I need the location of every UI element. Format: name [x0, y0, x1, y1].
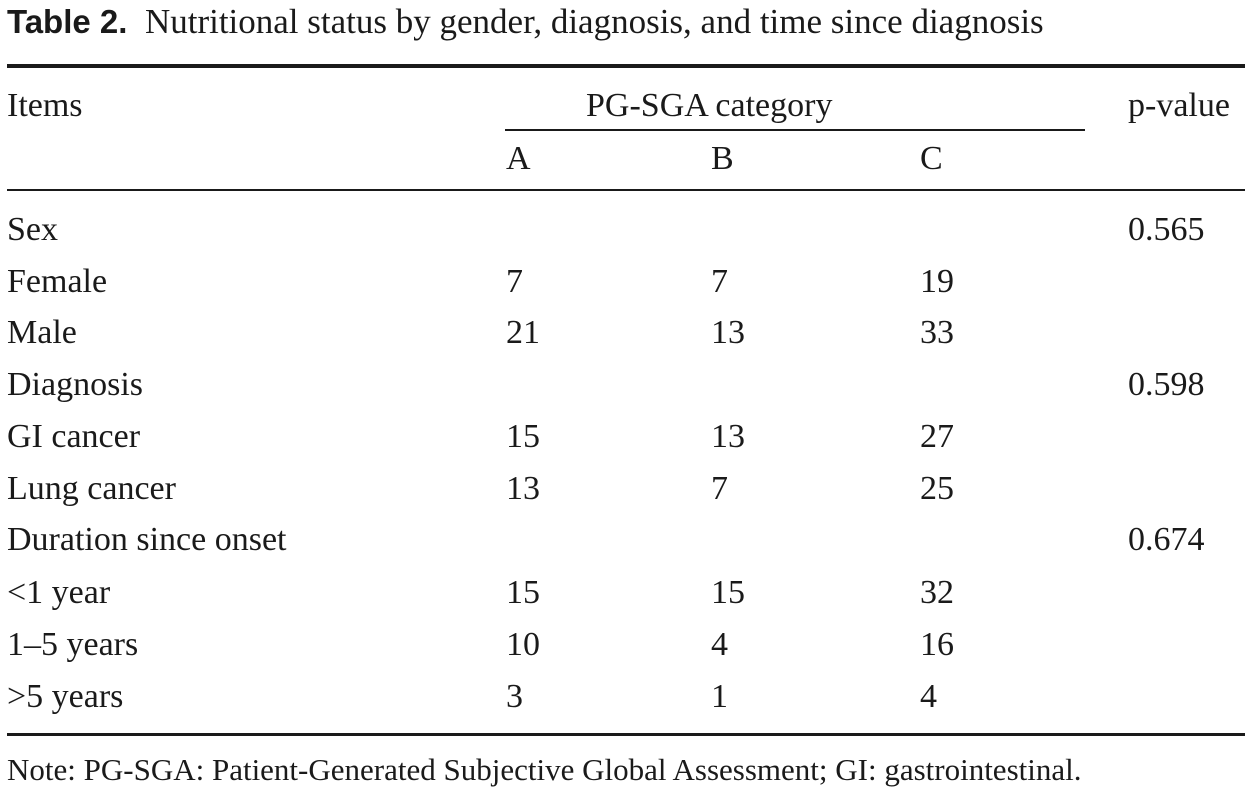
cell-b: 13: [711, 418, 745, 455]
cell-a: 10: [506, 626, 540, 663]
row-item: Sex: [7, 211, 58, 248]
header-category-b: B: [711, 140, 734, 177]
header-rule: [7, 189, 1245, 191]
header-p-value: p-value: [1128, 87, 1230, 124]
row-item: >5 years: [7, 678, 124, 715]
bottom-rule: [7, 733, 1245, 736]
cell-a: 15: [506, 418, 540, 455]
cell-b: 1: [711, 678, 728, 715]
cell-a: 21: [506, 314, 540, 351]
spanner-rule: [505, 129, 1085, 131]
cell-a: 7: [506, 263, 523, 300]
table-label: Table 2.: [7, 3, 128, 40]
cell-b: 7: [711, 470, 728, 507]
cell-b: 13: [711, 314, 745, 351]
table-note: Note: PG-SGA: Patient-Generated Subjecti…: [7, 752, 1082, 787]
cell-b: 15: [711, 574, 745, 611]
table-title: Nutritional status by gender, diagnosis,…: [144, 2, 1044, 41]
top-rule: [7, 64, 1245, 68]
row-item: Duration since onset: [7, 521, 287, 558]
cell-c: 4: [920, 678, 937, 715]
header-pgsga-category: PG-SGA category: [586, 87, 833, 124]
header-items: Items: [7, 87, 83, 124]
cell-c: 16: [920, 626, 954, 663]
cell-c: 19: [920, 263, 954, 300]
cell-a: 15: [506, 574, 540, 611]
row-item: Diagnosis: [7, 366, 143, 403]
cell-b: 7: [711, 263, 728, 300]
row-item: Lung cancer: [7, 470, 176, 507]
cell-c: 33: [920, 314, 954, 351]
cell-a: 13: [506, 470, 540, 507]
row-item: Male: [7, 314, 77, 351]
header-category-a: A: [506, 140, 531, 177]
row-item: 1–5 years: [7, 626, 139, 663]
cell-p-value: 0.565: [1128, 211, 1205, 248]
table-caption: Table 2. Nutritional status by gender, d…: [7, 2, 1044, 42]
cell-c: 32: [920, 574, 954, 611]
row-item: GI cancer: [7, 418, 141, 455]
header-category-c: C: [920, 140, 943, 177]
cell-a: 3: [506, 678, 523, 715]
cell-p-value: 0.598: [1128, 366, 1205, 403]
cell-c: 25: [920, 470, 954, 507]
row-item: Female: [7, 263, 108, 300]
row-item: <1 year: [7, 574, 111, 611]
cell-c: 27: [920, 418, 954, 455]
cell-b: 4: [711, 626, 728, 663]
cell-p-value: 0.674: [1128, 521, 1205, 558]
